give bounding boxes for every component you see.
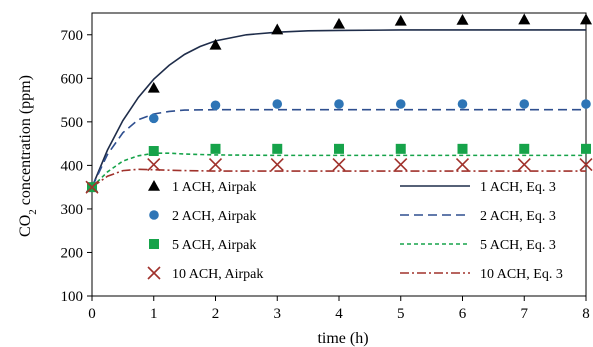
series-1-point — [209, 38, 222, 50]
legend-marker-4 — [147, 266, 161, 280]
y-tick-label: 200 — [61, 245, 84, 261]
legend-label-4: 10 ACH, Airpak — [172, 267, 263, 282]
x-tick-label: 6 — [459, 306, 467, 322]
plot-area-border — [91, 12, 587, 297]
series-4-point — [208, 157, 223, 172]
series-1-point — [456, 13, 469, 25]
series-4-point — [517, 157, 531, 172]
series-1-point — [333, 17, 345, 29]
series-1-point — [147, 81, 160, 93]
legend-curve-label-2: 2 ACH, Eq. 3 — [480, 209, 556, 224]
x-tick-label: 8 — [582, 306, 590, 322]
series-2-point — [148, 113, 159, 124]
series-2-point — [519, 99, 530, 109]
series-4-point — [147, 157, 161, 172]
series-1-point — [518, 13, 531, 25]
x-axis-title: time (h) — [317, 330, 368, 347]
y-tick-label: 100 — [61, 289, 84, 305]
series-2-point — [272, 99, 283, 109]
y-axis-title-co: CO — [17, 215, 34, 237]
legend-marker-3 — [149, 239, 159, 249]
series-2-point — [457, 99, 468, 109]
series-1-point — [271, 23, 284, 35]
series-3-point — [519, 143, 530, 154]
series-3-point — [210, 143, 221, 154]
y-tick-label: 500 — [61, 115, 84, 131]
curve-4 — [91, 168, 586, 188]
series-4-point — [394, 157, 408, 172]
y-tick-label: 600 — [61, 71, 84, 87]
legend-marker-1 — [148, 180, 160, 191]
y-axis-title-rest: concentration (ppm) — [17, 75, 34, 209]
series-4-point — [579, 157, 593, 172]
series-2-point — [210, 100, 221, 111]
series-3-point — [395, 143, 406, 154]
curve-2 — [91, 108, 586, 188]
x-tick-label: 2 — [212, 306, 220, 322]
x-tick-label: 1 — [150, 306, 158, 322]
series-3-point — [457, 143, 468, 154]
x-tick-label: 5 — [397, 306, 405, 322]
legend-label-3: 5 ACH, Airpak — [172, 238, 256, 253]
series-3-point — [148, 146, 159, 157]
legend-label-1: 1 ACH, Airpak — [172, 180, 256, 195]
series-1-point — [394, 14, 407, 26]
x-tick-label: 0 — [88, 306, 96, 322]
y-tick-label: 400 — [61, 158, 84, 174]
series-4-point — [270, 157, 284, 172]
curve-3 — [91, 152, 586, 188]
series-3-point — [334, 143, 344, 154]
legend-curve-label-4: 10 ACH, Eq. 3 — [480, 267, 563, 282]
legend-marker-2 — [149, 210, 159, 220]
series-4-point — [85, 180, 99, 194]
series-3-point — [272, 143, 283, 154]
legend-curve-label-3: 5 ACH, Eq. 3 — [480, 238, 556, 253]
series-1-point — [580, 13, 592, 25]
series-3-point — [581, 143, 591, 154]
series-2-point — [581, 99, 591, 109]
series-2-point — [334, 99, 344, 109]
y-axis-title: CO2 concentration (ppm) — [17, 75, 39, 237]
series-4-point — [455, 157, 470, 172]
x-tick-label: 3 — [274, 306, 282, 322]
y-tick-label: 700 — [61, 28, 84, 44]
legend-label-2: 2 ACH, Airpak — [172, 209, 256, 224]
x-tick-label: 4 — [335, 306, 343, 322]
legend-curve-label-1: 1 ACH, Eq. 3 — [480, 180, 556, 195]
x-tick-label: 7 — [521, 306, 529, 322]
series-2-point — [395, 99, 406, 109]
series-4-point — [332, 157, 346, 172]
y-axis-title-subscript: 2 — [27, 209, 39, 215]
y-tick-label: 300 — [61, 202, 84, 218]
